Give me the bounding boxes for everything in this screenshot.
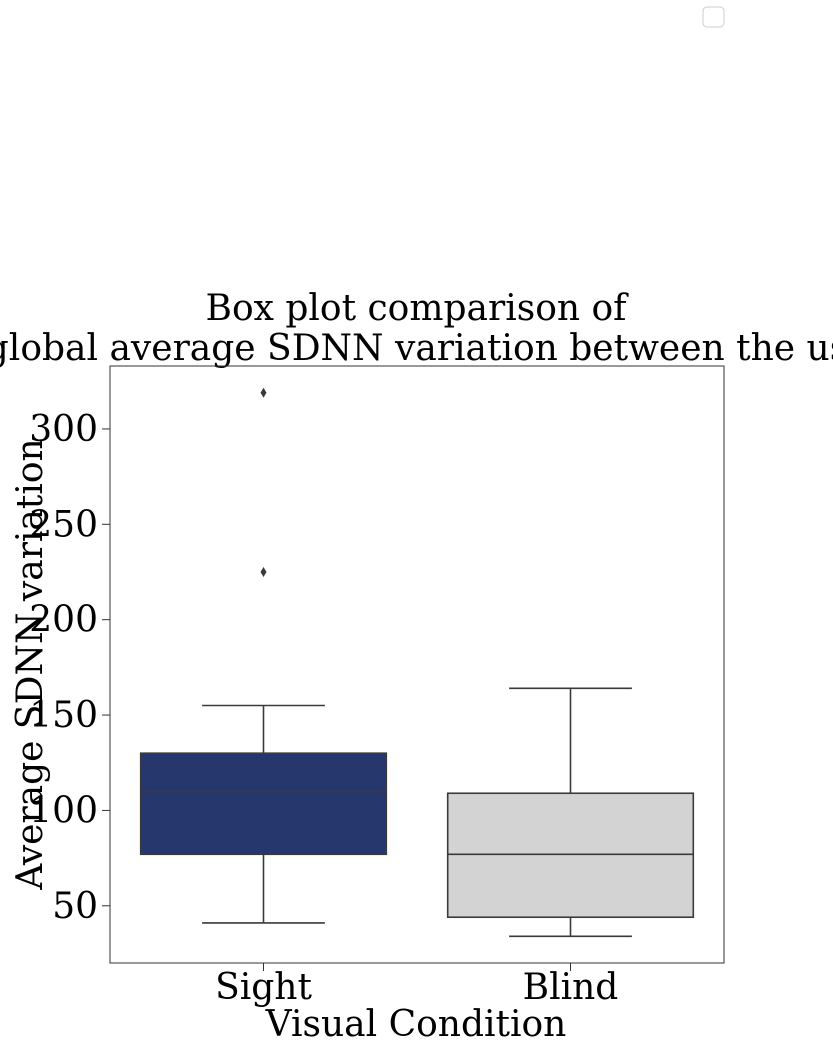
box-group [139, 387, 695, 938]
y-tick-label: 150 [29, 695, 98, 736]
x-tick-label-blind: Blind [523, 967, 619, 1008]
chart-title-line2: the global average SDNN variation betwee… [0, 328, 833, 369]
sight-box [139, 752, 388, 856]
sight-outlier [260, 387, 267, 398]
y-axis-ticks: 50 100 150 200 250 300 [29, 409, 110, 927]
legend-box [702, 6, 725, 28]
x-axis-ticks: Sight Blind [215, 963, 618, 1008]
blind-box [446, 792, 695, 919]
y-tick-label: 50 [52, 886, 98, 927]
y-tick-label: 100 [29, 790, 98, 831]
y-axis-label: Average SDNN variation [10, 438, 51, 890]
y-tick-label: 200 [29, 600, 98, 641]
y-tick-label: 300 [29, 409, 98, 450]
x-tick-label-sight: Sight [215, 967, 312, 1008]
plot-area [109, 365, 725, 964]
chart-title-line1: Box plot comparison of [206, 288, 630, 329]
x-axis-label: Visual Condition [265, 1004, 567, 1045]
sight-outlier [260, 566, 267, 577]
y-tick-label: 250 [29, 504, 98, 545]
